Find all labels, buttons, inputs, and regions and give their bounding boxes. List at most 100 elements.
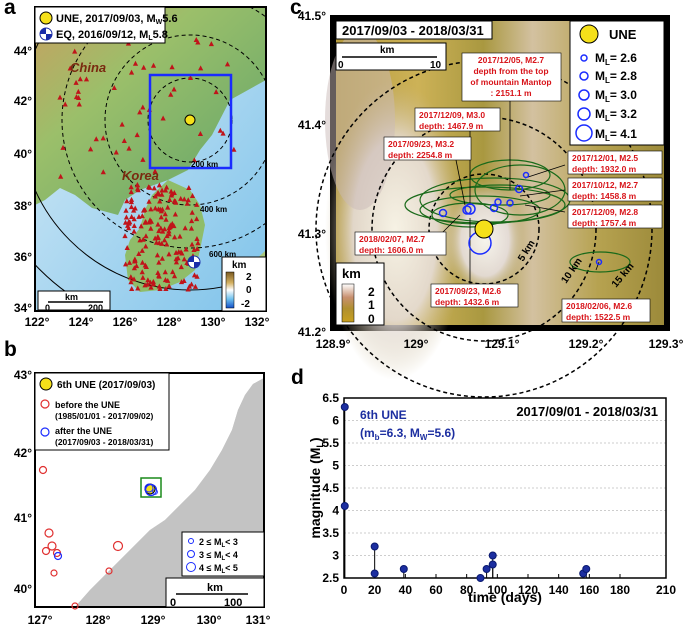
y-tick-label: 5.5 xyxy=(322,436,339,450)
colorbar-tick: 1 xyxy=(368,298,375,312)
mag-legend-item: 3 ≤ ML< 4 xyxy=(199,550,238,562)
y-tick: 36° xyxy=(14,250,32,264)
x-tick: 128° xyxy=(157,315,182,329)
x-tick: 128.9° xyxy=(316,337,351,351)
annotation-box: 2017/12/05, M2.7 depth from the top of m… xyxy=(461,52,562,102)
ring-600-label: 600 km xyxy=(209,250,236,259)
x-tick: 131° xyxy=(246,613,271,627)
ring-400-label: 400 km xyxy=(200,205,227,214)
scalebar-zero: 0 xyxy=(45,303,50,313)
y-tick-label: 3 xyxy=(332,549,339,563)
scalebar-zero: 0 xyxy=(170,597,176,609)
y-tick: 41.5° xyxy=(298,9,326,23)
colorbar-unit: km xyxy=(342,266,361,281)
y-tick: 44° xyxy=(14,44,32,58)
panel-b-title: 6th UNE (2017/09/03) xyxy=(57,380,155,391)
korea-label: Korea xyxy=(122,168,159,183)
x-tick: 127° xyxy=(28,613,53,627)
y-tick-label: 6 xyxy=(332,414,339,428)
panel-c-une xyxy=(474,219,494,239)
colorbar-tick: 2 xyxy=(246,272,252,283)
colorbar-unit: km xyxy=(232,260,247,271)
annotation-box: 2017/12/09, M3.0 depth: 1467.9 m xyxy=(414,107,501,132)
y-tick-label: 6.5 xyxy=(322,391,339,405)
y-tick: 41° xyxy=(14,511,32,525)
legend-une-text: UNE xyxy=(609,27,637,42)
svg-text:: 2151.1 m: : 2151.1 m xyxy=(490,88,532,98)
x-tick-label: 0 xyxy=(341,583,348,597)
svg-text:depth: 1932.0 m: depth: 1932.0 m xyxy=(572,164,637,174)
colorbar-tick: 2 xyxy=(368,285,375,299)
x-tick: 122° xyxy=(25,315,50,329)
x-tick: 129° xyxy=(404,337,429,351)
annotation-box: 2017/12/01, M2.5 depth: 1932.0 m xyxy=(567,150,663,175)
china-label: China xyxy=(70,60,106,75)
annotation-box: 2017/10/12, M2.7 depth: 1458.8 m xyxy=(567,177,663,202)
eq-beachball xyxy=(187,255,201,269)
scalebar-zero: 0 xyxy=(338,60,344,71)
y-tick: 38° xyxy=(14,199,32,213)
svg-text:depth: 1757.4 m: depth: 1757.4 m xyxy=(572,218,637,228)
y-tick: 41.3° xyxy=(298,227,326,241)
after-icon xyxy=(40,427,50,437)
y-tick: 43° xyxy=(14,368,32,382)
x-tick-label: 210 xyxy=(656,583,676,597)
annotation-box: 2018/02/07, M2.7 depth: 1606.0 m xyxy=(354,231,447,256)
panel-c-letter: c xyxy=(290,0,302,19)
mag-legend-item: ML= 2.8 xyxy=(595,69,637,85)
y-tick: 42° xyxy=(14,446,32,460)
after-label: after the UNE xyxy=(55,426,112,436)
before-icon xyxy=(40,399,50,409)
scalebar-unit: km xyxy=(207,582,223,594)
study-area-box xyxy=(148,73,233,170)
une-annotation: 6th UNE xyxy=(360,408,407,422)
data-point xyxy=(482,565,491,573)
x-tick-label: 180 xyxy=(610,583,630,597)
annotation-box: 2018/02/06, M2.6 depth: 1522.5 m xyxy=(561,298,651,323)
chart-title: 2017/09/01 - 2018/03/31 xyxy=(516,404,658,419)
une-marker xyxy=(184,114,196,126)
svg-text:2017/12/09, M3.0: 2017/12/09, M3.0 xyxy=(419,110,485,120)
svg-text:depth: 1458.8 m: depth: 1458.8 m xyxy=(572,191,637,201)
panel-a-letter: a xyxy=(4,0,16,19)
after-range: (2017/09/03 - 2018/03/31) xyxy=(55,437,153,447)
svg-text:of mountain Mantop: of mountain Mantop xyxy=(470,77,551,87)
x-axis-label: time (days) xyxy=(468,589,542,605)
data-point xyxy=(488,560,497,569)
svg-text:2018/02/07, M2.7: 2018/02/07, M2.7 xyxy=(359,234,425,244)
mag-legend-item: ML= 4.1 xyxy=(595,127,637,143)
svg-text:2017/12/05, M2.7: 2017/12/05, M2.7 xyxy=(478,55,544,65)
before-label: before the UNE xyxy=(55,400,120,410)
colorbar-tick: 0 xyxy=(246,285,252,296)
y-tick: 40° xyxy=(14,147,32,161)
data-point xyxy=(488,551,497,560)
x-tick: 132° xyxy=(245,315,270,329)
legend-une-icon xyxy=(39,377,53,391)
x-tick-label: 120 xyxy=(518,583,538,597)
legend-eq-icon xyxy=(39,27,53,41)
data-point xyxy=(340,403,349,411)
y-tick: 34° xyxy=(14,301,32,315)
y-tick-label: 2.5 xyxy=(322,571,339,585)
panel-b-zoom-box xyxy=(140,477,162,498)
svg-text:depth: 1432.6 m: depth: 1432.6 m xyxy=(435,297,500,307)
panel-a-scalebar xyxy=(37,290,111,311)
mag-legend-item: ML= 3.0 xyxy=(595,88,637,104)
svg-text:depth: 1467.9 m: depth: 1467.9 m xyxy=(419,121,484,131)
data-point xyxy=(370,542,379,551)
mag-legend-item: ML= 2.6 xyxy=(595,51,637,67)
svg-text:2017/12/09, M2.8: 2017/12/09, M2.8 xyxy=(572,207,638,217)
leader-lines xyxy=(439,100,600,285)
colorbar-tick: -2 xyxy=(241,299,250,310)
x-tick: 129° xyxy=(141,613,166,627)
y-tick: 41.2° xyxy=(298,325,326,339)
svg-text:2017/09/23, M2.6: 2017/09/23, M2.6 xyxy=(435,286,501,296)
x-tick: 126° xyxy=(113,315,138,329)
panel-d-chart: 2.5 3 3.5 4 4.5 5 5.5 6 6.5 0 20 40 60 80 100 120 140 160… xyxy=(307,391,676,605)
annotation-box: 2017/12/09, M2.8 depth: 1757.4 m xyxy=(567,204,663,229)
x-tick: 130° xyxy=(197,613,222,627)
panel-b-letter: b xyxy=(4,338,17,361)
legend-une-text: UNE, 2017/09/03, MW5.6 xyxy=(56,13,178,26)
data-point xyxy=(476,574,485,582)
svg-text:2017/10/12, M2.7: 2017/10/12, M2.7 xyxy=(572,180,638,190)
